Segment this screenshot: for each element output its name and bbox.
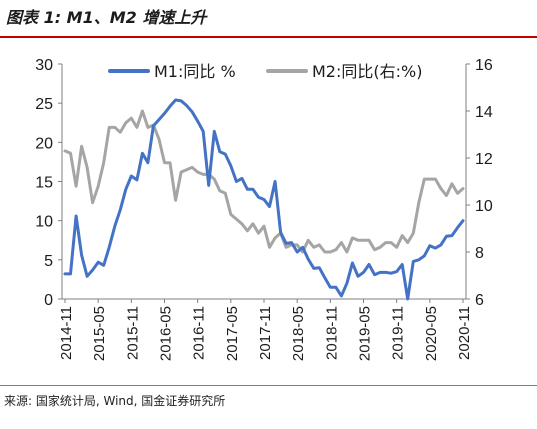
y-right-tick-label: 8 bbox=[475, 245, 484, 262]
y-right-tick-label: 6 bbox=[475, 292, 484, 309]
x-tick-label: 2015-05 bbox=[91, 306, 108, 361]
y-left-tick-label: 25 bbox=[35, 96, 53, 113]
y-left-tick-label: 20 bbox=[35, 135, 53, 152]
y-left-tick-label: 0 bbox=[44, 292, 53, 309]
legend: M1:同比 % M2:同比(右:%) bbox=[108, 62, 422, 81]
y-right-tick-label: 10 bbox=[475, 198, 493, 215]
bottom-rule bbox=[0, 385, 537, 386]
x-tick-label: 2014-11 bbox=[58, 306, 75, 360]
x-tick-label: 2020-05 bbox=[423, 306, 440, 361]
legend-item-m1-label: M1:同比 % bbox=[154, 62, 236, 81]
y-right-tick-label: 12 bbox=[475, 151, 493, 168]
series-m2-line bbox=[63, 109, 465, 254]
x-tick-label: 2020-11 bbox=[456, 306, 473, 360]
y-left-tick-label: 10 bbox=[35, 214, 53, 231]
x-tick-label: 2016-11 bbox=[191, 306, 208, 360]
series-layer bbox=[63, 98, 465, 301]
x-tick-label: 2018-11 bbox=[323, 306, 340, 360]
x-tick-label: 2017-05 bbox=[224, 306, 241, 361]
legend-item-m2-label: M2:同比(右:%) bbox=[312, 62, 422, 81]
x-tick-label: 2019-11 bbox=[390, 306, 407, 360]
x-tick-label: 2018-05 bbox=[290, 306, 307, 361]
y-left-tick-label: 15 bbox=[35, 175, 53, 192]
x-tick-label: 2019-05 bbox=[357, 306, 374, 361]
x-tick-label: 2015-11 bbox=[124, 306, 141, 360]
y-left-tick-label: 5 bbox=[44, 253, 53, 270]
y-right-tick-label: 14 bbox=[475, 104, 493, 121]
x-tick-label: 2017-11 bbox=[257, 306, 274, 360]
axes: 0 5 10 15 20 25 30 6 8 10 12 14 16 2014-11 2015-05 2015… bbox=[35, 57, 493, 361]
y-right-tick-label: 16 bbox=[475, 57, 493, 74]
y-left-tick-label: 30 bbox=[35, 57, 53, 74]
series-m1-line bbox=[63, 98, 465, 301]
line-chart: 0 5 10 15 20 25 30 6 8 10 12 14 16 2014-11 2015-05 2015… bbox=[35, 57, 493, 361]
chart-title: 图表 1: M1、M2 增速上升 bbox=[6, 8, 207, 27]
x-tick-label: 2016-05 bbox=[158, 306, 175, 361]
source-note: 来源: 国家统计局, Wind, 国金证券研究所 bbox=[4, 394, 226, 408]
title-rule bbox=[0, 36, 537, 38]
